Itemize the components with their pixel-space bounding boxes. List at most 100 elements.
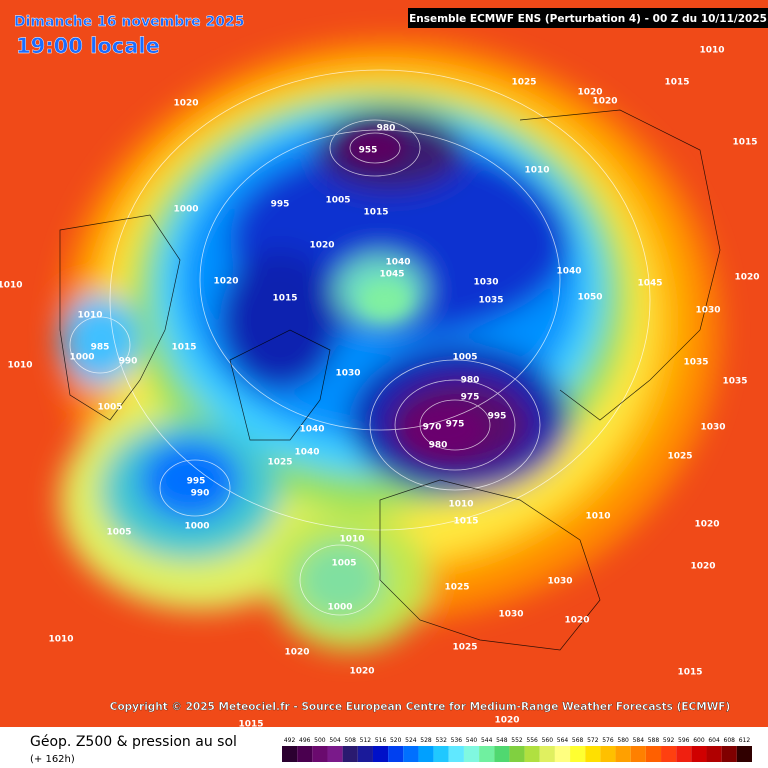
colorbar-label: 540 bbox=[466, 737, 478, 744]
isobar-label: 980 bbox=[429, 441, 448, 451]
isobar-label: 1010 bbox=[585, 512, 610, 522]
isobar-label: 995 bbox=[187, 477, 206, 487]
colorbar-swatch bbox=[600, 746, 616, 762]
isobar-label: 1020 bbox=[309, 241, 334, 251]
isobar-label: 1020 bbox=[494, 716, 519, 726]
colorbar-swatch bbox=[706, 746, 722, 762]
colorbar-swatch bbox=[372, 746, 389, 762]
isobar-label: 1020 bbox=[213, 277, 238, 287]
colorbar-label: 524 bbox=[405, 737, 417, 744]
colorbar-label: 508 bbox=[344, 737, 356, 744]
colorbar-label: 572 bbox=[587, 737, 599, 744]
isobar-label: 1015 bbox=[272, 294, 297, 304]
colorbar-swatch bbox=[448, 746, 464, 762]
isobar-label: 1000 bbox=[327, 603, 352, 613]
isobar-label: 975 bbox=[461, 393, 480, 403]
run-info: Ensemble ECMWF ENS (Perturbation 4) - 00… bbox=[409, 13, 767, 25]
isobar-label: 1040 bbox=[294, 448, 319, 458]
isobar-label: 980 bbox=[377, 124, 396, 134]
colorbar-swatch bbox=[282, 746, 298, 762]
isobar-label: 1035 bbox=[478, 296, 503, 306]
isobar-label: 1010 bbox=[699, 46, 724, 56]
isobar-label: 985 bbox=[91, 343, 110, 353]
isobar-label: 1020 bbox=[592, 97, 617, 107]
date: Dimanche 16 novembre 2025 bbox=[14, 14, 244, 30]
map-field bbox=[0, 0, 768, 727]
isobar-label: 1000 bbox=[69, 353, 94, 363]
colorbar-label: 596 bbox=[678, 737, 690, 744]
colorbar-label: 608 bbox=[724, 737, 736, 744]
colorbar-swatch bbox=[357, 746, 373, 762]
isobar-label: 1010 bbox=[448, 500, 473, 510]
colorbar-swatch bbox=[463, 746, 480, 762]
colorbar-label: 516 bbox=[375, 737, 387, 744]
isobar-label: 1015 bbox=[453, 517, 478, 527]
isobar-labels: 1010101510251020102010209809551010100599… bbox=[0, 46, 760, 730]
colorbar-label: 568 bbox=[572, 737, 584, 744]
colorbar-label: 544 bbox=[481, 737, 493, 744]
isobar-label: 1020 bbox=[173, 99, 198, 109]
colorbar-swatch bbox=[554, 746, 571, 762]
isobar-label: 1045 bbox=[637, 279, 662, 289]
isobar-label: 1020 bbox=[349, 667, 374, 677]
colorbar-label: 604 bbox=[708, 737, 720, 744]
colorbar-swatch bbox=[676, 746, 692, 762]
isobar-label: 1005 bbox=[97, 403, 122, 413]
isobar-label: 1005 bbox=[331, 559, 356, 569]
colorbar-swatch bbox=[403, 746, 419, 762]
isobar-label: 970 bbox=[423, 423, 442, 433]
colorbar-label: 504 bbox=[329, 737, 341, 744]
colorbar-swatch bbox=[539, 746, 555, 762]
isobar-label: 1040 bbox=[385, 258, 410, 268]
footer-lead: (+ 162h) bbox=[30, 754, 75, 765]
colorbar-swatch bbox=[479, 746, 495, 762]
isobar-label: 1020 bbox=[690, 562, 715, 572]
isobar-label: 1005 bbox=[106, 528, 131, 538]
isobar-label: 1015 bbox=[664, 78, 689, 88]
isobar-label: 1020 bbox=[284, 648, 309, 658]
isobar-label: 990 bbox=[119, 357, 138, 367]
colorbar-label: 556 bbox=[526, 737, 538, 744]
colorbar-label: 580 bbox=[617, 737, 629, 744]
colorbar-label: 576 bbox=[602, 737, 614, 744]
colorbar-label: 512 bbox=[360, 737, 372, 744]
isobar-label: 1020 bbox=[734, 273, 759, 283]
colorbar-swatch bbox=[327, 746, 343, 762]
colorbar-label: 588 bbox=[648, 737, 660, 744]
colorbar-swatch bbox=[433, 746, 449, 762]
colorbar-label: 552 bbox=[511, 737, 523, 744]
isobar-label: 1015 bbox=[363, 208, 388, 218]
isobar-label: 1035 bbox=[683, 358, 708, 368]
colorbar-label: 528 bbox=[420, 737, 432, 744]
colorbar-swatch bbox=[494, 746, 510, 762]
isobar-label: 1010 bbox=[339, 535, 364, 545]
isobar-label: 1035 bbox=[722, 377, 747, 387]
isobar-label: 1015 bbox=[732, 138, 757, 148]
colorbar-swatch bbox=[312, 746, 328, 762]
isobar-label: 990 bbox=[191, 489, 210, 499]
colorbar-label: 600 bbox=[693, 737, 705, 744]
colorbar: 492 496 500 504 508 512 516 520 524 528 532 536 540 5… bbox=[282, 737, 752, 762]
colorbar-swatch bbox=[691, 746, 707, 762]
run-box bbox=[408, 8, 768, 28]
colorbar-swatch bbox=[342, 746, 358, 762]
colorbar-label: 496 bbox=[299, 737, 311, 744]
colorbar-swatch bbox=[524, 746, 540, 762]
isobar-label: 980 bbox=[461, 376, 480, 386]
colorbar-label: 492 bbox=[284, 737, 296, 744]
isobar-label: 1010 bbox=[0, 281, 23, 291]
isobar-label: 1005 bbox=[452, 353, 477, 363]
colorbar-swatch bbox=[570, 746, 586, 762]
isobar-label: 1030 bbox=[473, 278, 498, 288]
local-time: 19:00 locale bbox=[16, 34, 160, 58]
colorbar-swatch bbox=[661, 746, 677, 762]
colorbar-swatch bbox=[615, 746, 631, 762]
isobar-label: 1025 bbox=[667, 452, 692, 462]
footer-title: Géop. Z500 & pression au sol bbox=[30, 734, 237, 750]
colorbar-label: 520 bbox=[390, 737, 402, 744]
colorbar-label: 592 bbox=[663, 737, 675, 744]
isobar-label: 1030 bbox=[498, 610, 523, 620]
colorbar-label: 500 bbox=[314, 737, 326, 744]
